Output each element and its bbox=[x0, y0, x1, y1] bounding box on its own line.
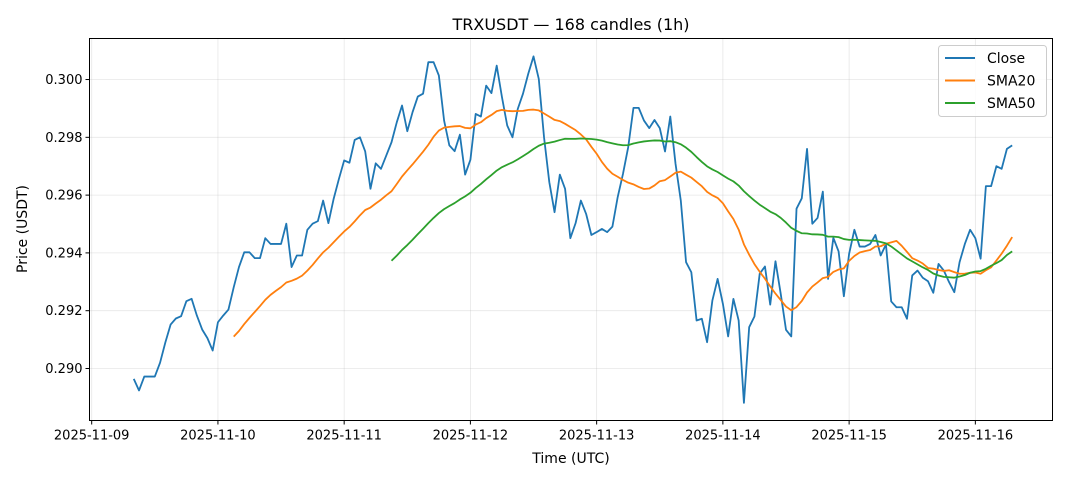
x-axis-label: Time (UTC) bbox=[531, 451, 609, 467]
y-axis-ticks: 0.290 0.292 0.294 0.296 0.298 0.300 bbox=[45, 73, 90, 377]
x-axis-ticks: 2025-11-09 2025-11-10 2025-11-11 2025-11-12… bbox=[54, 420, 1014, 444]
x-tick-label: 2025-11-10 bbox=[180, 429, 256, 444]
x-tick-label: 2025-11-15 bbox=[811, 429, 887, 444]
legend: Close SMA20 SMA50 bbox=[938, 45, 1047, 117]
y-tick-label: 0.300 bbox=[45, 73, 82, 88]
x-tick-label: 2025-11-13 bbox=[559, 429, 635, 444]
x-tick-label: 2025-11-09 bbox=[54, 429, 130, 444]
series-line-close bbox=[132, 55, 1013, 404]
legend-label-sma20: SMA20 bbox=[987, 74, 1035, 90]
x-tick-label: 2025-11-16 bbox=[938, 429, 1014, 444]
x-tick-label: 2025-11-12 bbox=[433, 429, 509, 444]
y-axis-label: Price (USDT) bbox=[15, 185, 31, 273]
y-tick-label: 0.294 bbox=[45, 246, 82, 261]
series-line-sma20 bbox=[233, 108, 1013, 338]
legend-label-sma50: SMA50 bbox=[987, 96, 1035, 112]
y-tick-label: 0.290 bbox=[45, 362, 82, 377]
legend-label-close: Close bbox=[987, 51, 1025, 67]
y-tick-label: 0.296 bbox=[45, 189, 82, 204]
chart-title: TRXUSDT — 168 candles (1h) bbox=[451, 15, 689, 34]
x-tick-label: 2025-11-11 bbox=[306, 429, 382, 444]
y-tick-label: 0.292 bbox=[45, 304, 82, 319]
plot-frame bbox=[89, 38, 1053, 421]
y-tick-label: 0.298 bbox=[45, 131, 82, 146]
x-tick-label: 2025-11-14 bbox=[685, 429, 761, 444]
series-line-sma50 bbox=[390, 137, 1013, 279]
grid bbox=[89, 38, 1053, 421]
series-lines bbox=[132, 55, 1013, 404]
